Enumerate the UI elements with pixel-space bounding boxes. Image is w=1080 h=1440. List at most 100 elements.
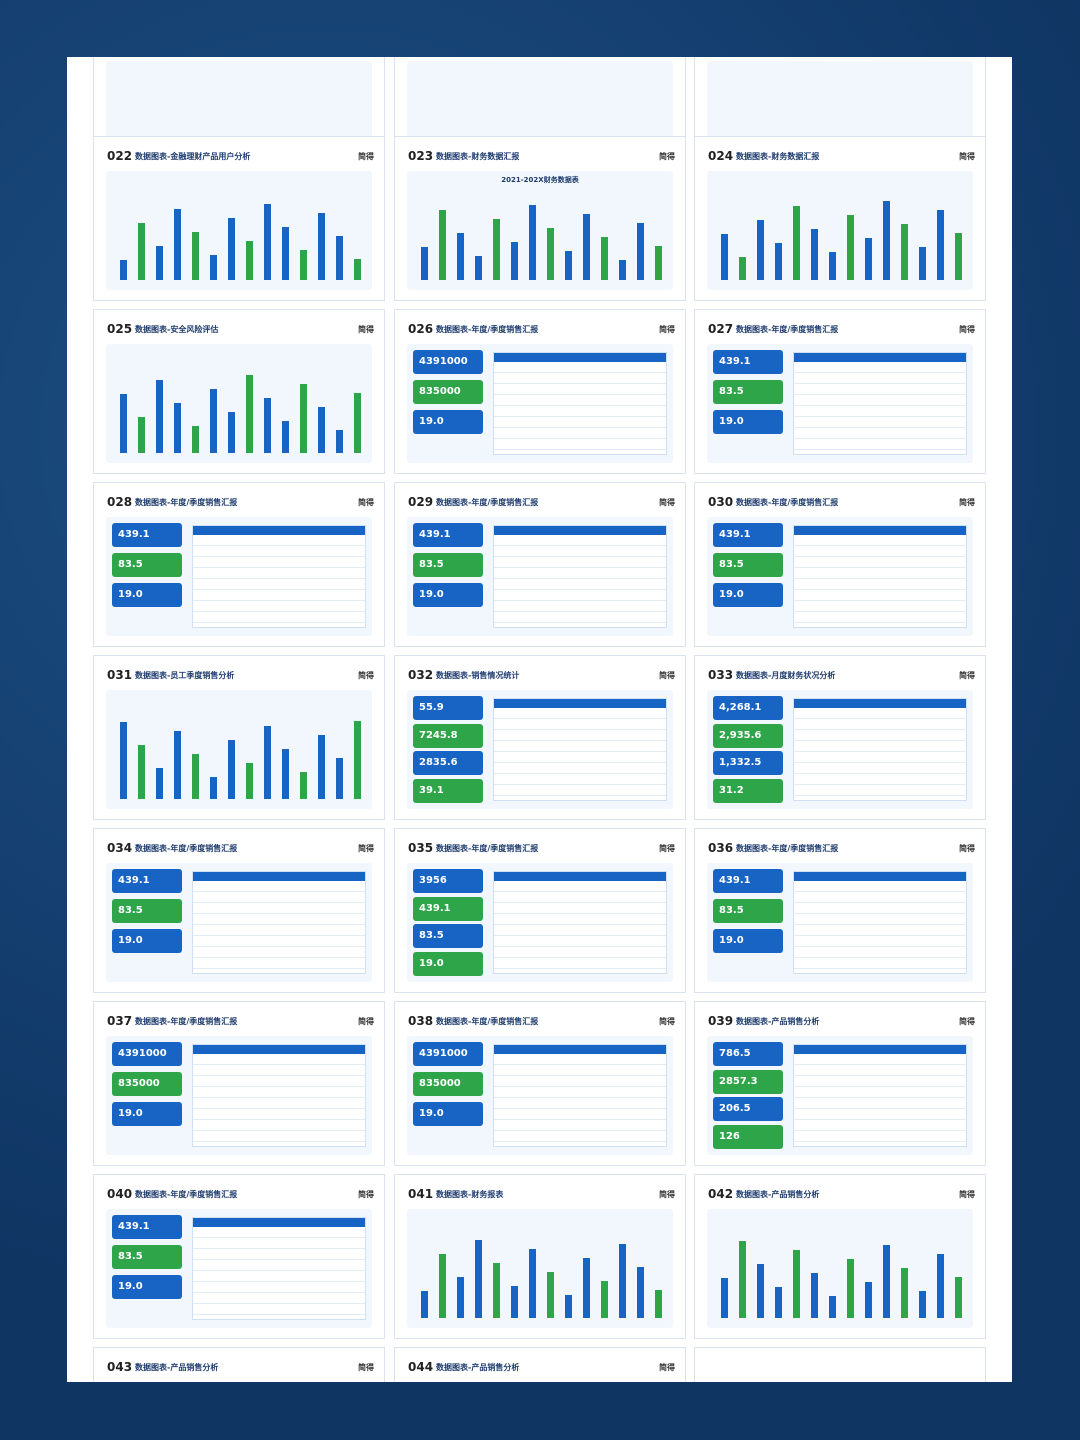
- chart-bar: [192, 754, 199, 799]
- brand: 简得: [659, 844, 675, 853]
- card-body: 439.1 83.5 19.0: [407, 517, 673, 636]
- highlight-value: 19.0: [112, 583, 182, 607]
- table-row: [193, 567, 365, 568]
- card-number: 028: [107, 495, 133, 509]
- table-row: [193, 957, 365, 958]
- card: 025 数据图表-安全风险评估 简得: [93, 309, 385, 474]
- brand: 简得: [358, 1017, 374, 1026]
- chart-bar: [619, 1244, 626, 1318]
- card: 035 数据图表-年度/季度销售汇报 简得 3956 439.1 83.5 19.0: [394, 828, 686, 993]
- table-header: [794, 699, 966, 708]
- table-row: [494, 372, 666, 373]
- chart-bar: [919, 1291, 926, 1318]
- card-title: 数据图表-财务数据汇报: [736, 152, 820, 161]
- table-row: [794, 1108, 966, 1109]
- highlight-value: 439.1: [413, 896, 483, 921]
- chart-bar: [475, 256, 482, 280]
- card-title: 数据图表-年度/季度销售汇报: [436, 325, 539, 334]
- card-number: 027: [708, 322, 734, 336]
- table-row: [794, 1097, 966, 1098]
- table-header: [494, 526, 666, 535]
- chart-bar: [210, 255, 217, 280]
- card-title: 数据图表-财务报表: [436, 1190, 504, 1199]
- chart-bar: [300, 250, 307, 280]
- card-number: 026: [408, 322, 434, 336]
- table-row: [193, 1292, 365, 1293]
- card-number: 030: [708, 495, 734, 509]
- table-row: [794, 795, 966, 796]
- highlight-value: 439.1: [112, 1215, 182, 1239]
- card-subtitle: 2021-202X财务数据表: [501, 176, 579, 184]
- highlight-value: 19.0: [112, 1102, 182, 1126]
- chart-bar: [421, 1291, 428, 1318]
- table-row: [794, 1119, 966, 1120]
- chart-bar: [264, 204, 271, 280]
- table-preview: [493, 871, 667, 974]
- table-row: [794, 913, 966, 914]
- highlight-value: 83.5: [713, 553, 783, 577]
- table-row: [794, 383, 966, 384]
- card: 030 数据图表-年度/季度销售汇报 简得 439.1 83.5 19.0: [694, 482, 986, 647]
- chart-bar: [919, 247, 926, 280]
- table-row: [494, 600, 666, 601]
- table-row: [193, 902, 365, 903]
- chart-bar: [192, 232, 199, 280]
- table-row: [494, 718, 666, 719]
- highlight-value: 19.0: [713, 929, 783, 953]
- table-row: [794, 968, 966, 969]
- chart-bar: [493, 219, 500, 280]
- chart-bar: [264, 398, 271, 453]
- table-row: [494, 1086, 666, 1087]
- table-row: [494, 449, 666, 450]
- table-row: [494, 611, 666, 612]
- card-title: 数据图表-产品销售分析: [736, 1017, 820, 1026]
- table-header: [794, 872, 966, 881]
- highlight-value: 439.1: [413, 523, 483, 547]
- highlight-value: 835000: [413, 380, 483, 404]
- card: 039 数据图表-产品销售分析 简得 786.5 2857.3 206.5 126: [694, 1001, 986, 1166]
- brand: 简得: [358, 844, 374, 853]
- card: 028 数据图表-年度/季度销售汇报 简得 439.1 83.5 19.0: [93, 482, 385, 647]
- card-body: [407, 1209, 673, 1328]
- card-body: 786.5 2857.3 206.5 126: [707, 1036, 973, 1155]
- highlight-value: 2835.6: [413, 751, 483, 775]
- chart-bar: [637, 223, 644, 280]
- card-body: 4391000 835000 19.0: [407, 1036, 673, 1155]
- table-row: [494, 891, 666, 892]
- chart-bar: [120, 260, 127, 280]
- table-header: [794, 353, 966, 362]
- highlight-value: 19.0: [413, 583, 483, 607]
- brand: 简得: [659, 325, 675, 334]
- card-number: 037: [107, 1014, 133, 1028]
- card: 043 数据图表-产品销售分析 简得: [93, 1347, 385, 1382]
- table-row: [193, 946, 365, 947]
- table-row: [794, 924, 966, 925]
- table-preview: [793, 352, 967, 455]
- brand: 简得: [659, 498, 675, 507]
- card-body: [106, 344, 372, 463]
- card-body: 439.1 83.5 19.0: [106, 517, 372, 636]
- chart-bar: [655, 246, 662, 280]
- chart-bar: [156, 768, 163, 799]
- table-row: [794, 622, 966, 623]
- chart-bar: [246, 763, 253, 799]
- highlight-value: 835000: [112, 1072, 182, 1096]
- table-preview: [793, 525, 967, 628]
- card-number: 034: [107, 841, 133, 855]
- chart-bar: [901, 1268, 908, 1318]
- card-body: 439.1 83.5 19.0: [707, 863, 973, 982]
- card: 037 数据图表-年度/季度销售汇报 简得 4391000 835000 19.0: [93, 1001, 385, 1166]
- chart-bar: [955, 1277, 962, 1318]
- card-body: [106, 690, 372, 809]
- card: 024 数据图表-财务数据汇报 简得: [694, 136, 986, 301]
- highlight-value: 786.5: [713, 1042, 783, 1066]
- table-preview: [493, 525, 667, 628]
- table-header: [794, 526, 966, 535]
- table-row: [794, 891, 966, 892]
- table-row: [193, 1130, 365, 1131]
- table-row: [794, 1086, 966, 1087]
- chart-bar: [511, 242, 518, 280]
- chart-bar: [721, 234, 728, 280]
- brand: 简得: [358, 671, 374, 680]
- table-row: [794, 578, 966, 579]
